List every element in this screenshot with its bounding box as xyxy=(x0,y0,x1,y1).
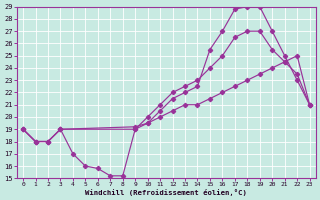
X-axis label: Windchill (Refroidissement éolien,°C): Windchill (Refroidissement éolien,°C) xyxy=(85,189,247,196)
